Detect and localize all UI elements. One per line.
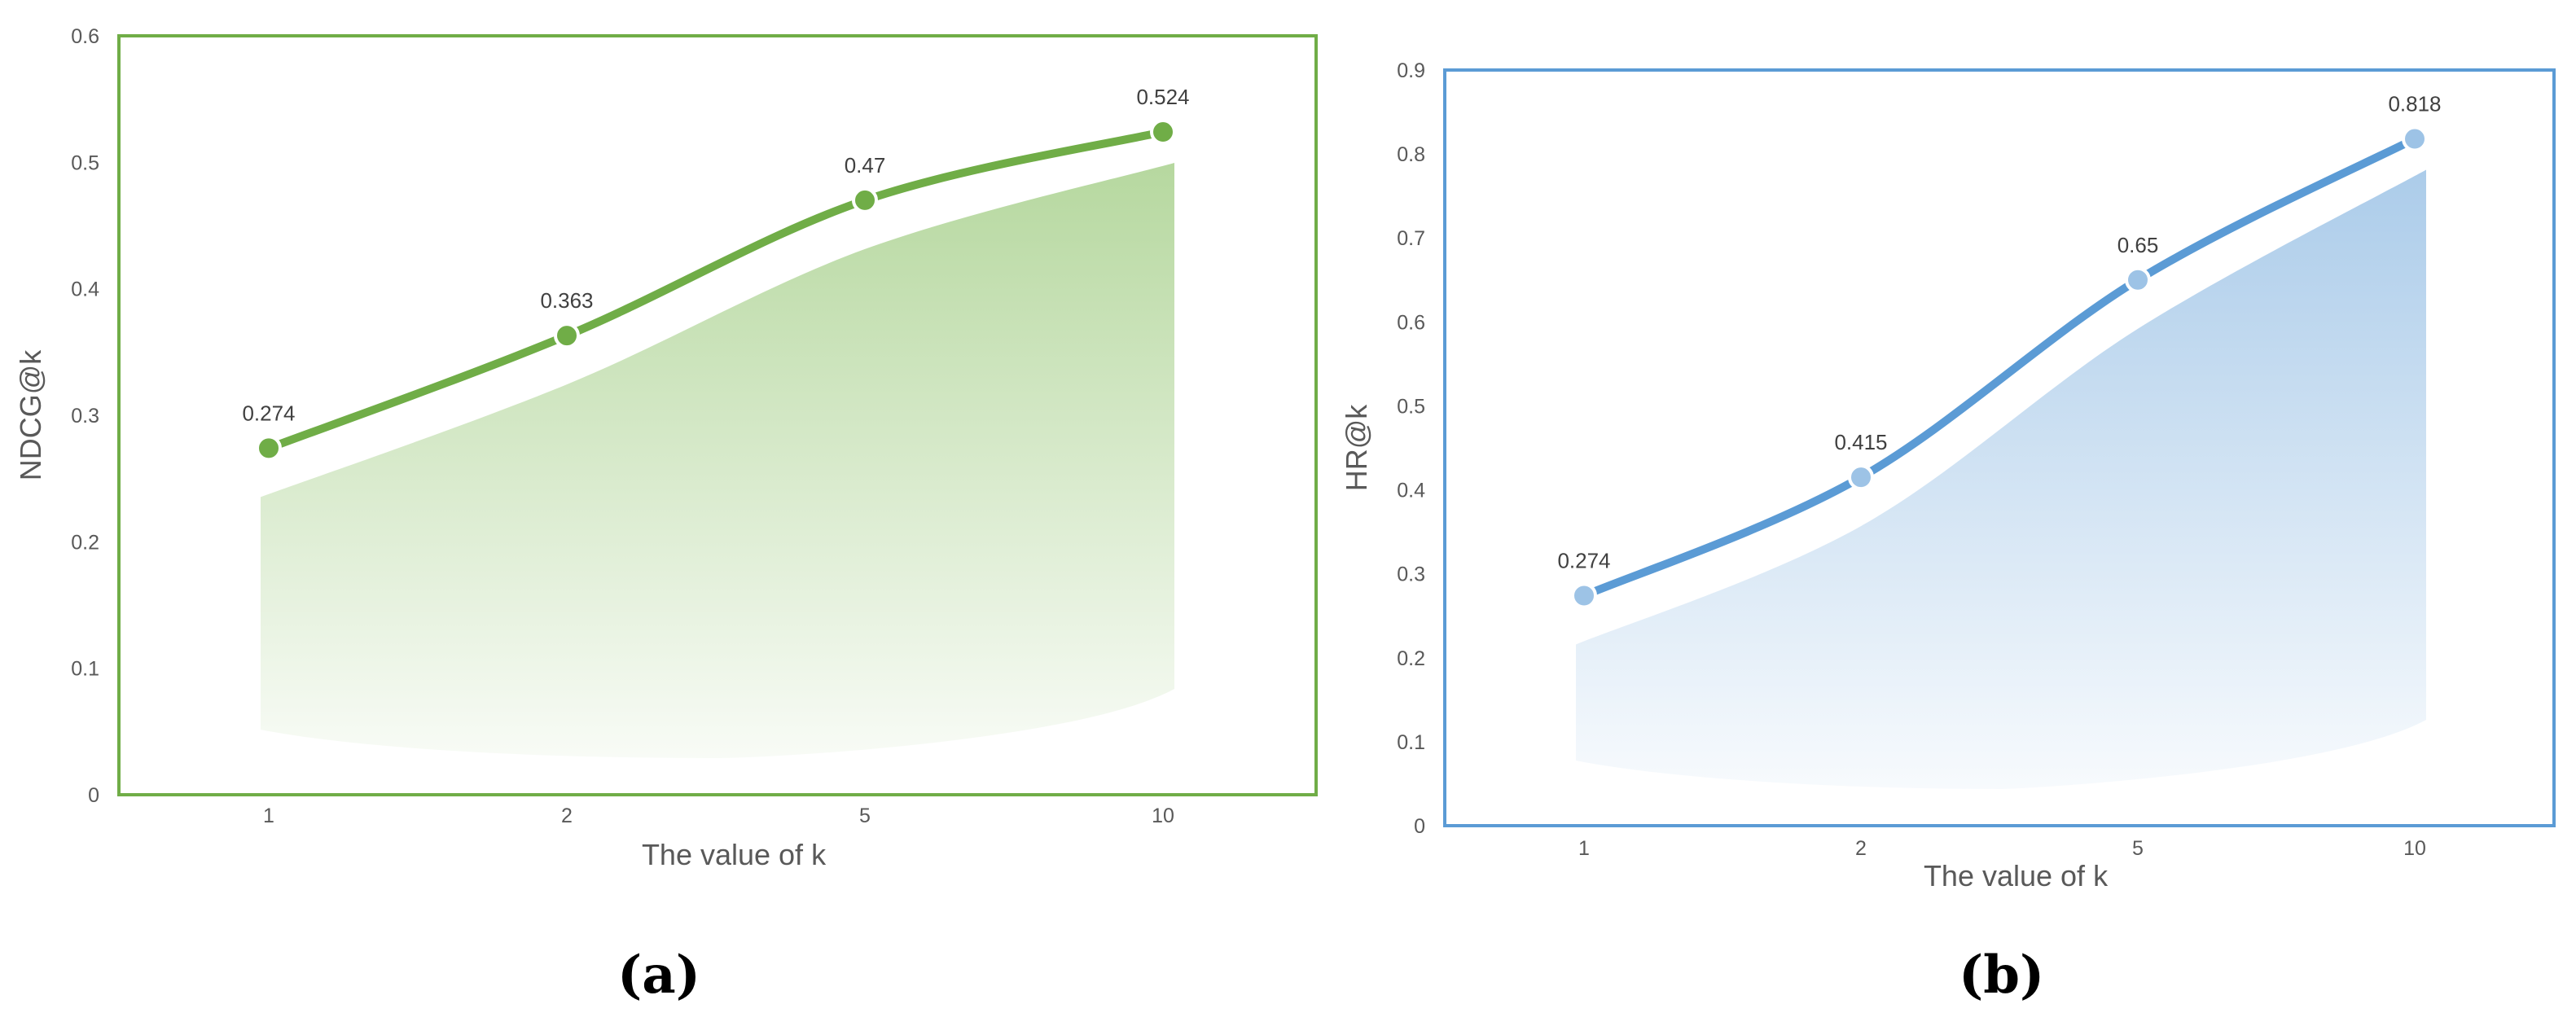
x-tick-label: 5	[859, 805, 871, 827]
caption-b: (b)	[1959, 945, 2045, 1006]
x-tick-label: 5	[2132, 837, 2144, 860]
series-area	[261, 163, 1174, 758]
y-tick-label: 0	[88, 784, 99, 807]
y-tick-label: 0.4	[71, 278, 99, 301]
series-line	[1580, 134, 2419, 600]
data-label: 0.65	[2117, 233, 2159, 257]
data-point	[554, 322, 580, 349]
x-tick-label: 10	[2403, 837, 2426, 860]
chart-b-hr: 0.274 0.415 0.65 0.818 0 0.1 0.2 0.3 0.4 0.5 0.6 0.…	[1340, 59, 2556, 892]
x-tick-label: 2	[1855, 837, 1867, 860]
data-label: 0.47	[845, 153, 886, 178]
x-tick-label: 10	[1152, 805, 1174, 827]
y-tick-label: 0.5	[1397, 395, 1425, 418]
y-axis-title: NDCG@k	[14, 349, 47, 481]
series-line	[265, 128, 1167, 453]
caption-a: (a)	[617, 945, 701, 1006]
data-point	[1150, 119, 1176, 146]
y-tick-label: 0.6	[71, 25, 99, 48]
y-tick-label: 0.4	[1397, 480, 1425, 502]
data-label: 0.524	[1136, 85, 1189, 109]
data-point	[256, 435, 282, 462]
y-tick-label: 0.1	[1397, 731, 1425, 754]
x-tick-label: 1	[263, 805, 274, 827]
y-axis-title: HR@k	[1340, 404, 1373, 492]
y-tick-label: 0.8	[1397, 143, 1425, 166]
x-tick-label: 1	[1578, 837, 1590, 860]
plot-frame	[117, 34, 1318, 796]
data-point	[2402, 125, 2428, 152]
data-point	[852, 186, 878, 213]
chart-a-ndcg: 0.274 0.363 0.47 0.524 0 0.1 0.2 0.3 0.4 0.5 0.6 1 2…	[14, 25, 1318, 871]
data-label: 0.274	[1557, 548, 1610, 572]
data-label: 0.363	[540, 288, 593, 313]
y-tick-label: 0.2	[71, 531, 99, 554]
y-tick-label: 0	[1414, 815, 1425, 838]
data-point	[2125, 266, 2151, 293]
data-label: 0.415	[1834, 430, 1887, 454]
y-tick-label: 0.9	[1397, 59, 1425, 82]
plot-frame	[1443, 68, 2556, 827]
data-point	[1571, 582, 1597, 609]
y-tick-label: 0.3	[1397, 563, 1425, 586]
y-tick-label: 0.5	[71, 151, 99, 174]
x-axis-title: The value of k	[642, 838, 827, 871]
y-tick-label: 0.3	[71, 405, 99, 428]
x-axis-title: The value of k	[1924, 859, 2109, 892]
data-label: 0.818	[2388, 92, 2441, 116]
series-area	[1576, 169, 2426, 789]
y-tick-label: 0.6	[1397, 311, 1425, 334]
y-tick-label: 0.2	[1397, 647, 1425, 670]
data-point	[1848, 464, 1874, 491]
x-tick-label: 2	[561, 805, 573, 827]
data-label: 0.274	[242, 401, 295, 425]
y-tick-label: 0.7	[1397, 227, 1425, 250]
y-tick-label: 0.1	[71, 658, 99, 681]
